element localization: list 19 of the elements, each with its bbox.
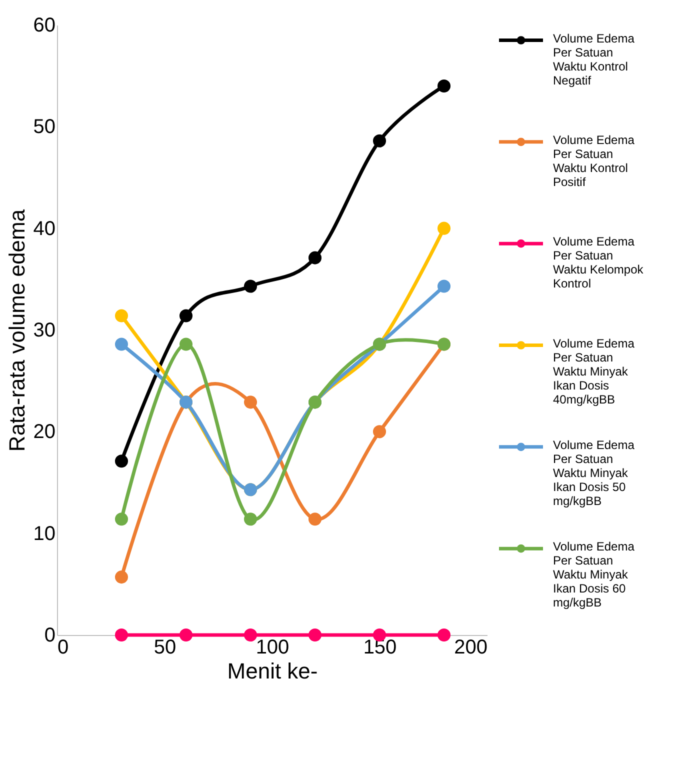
x-tick-label: 150	[363, 636, 397, 658]
y-tick-label: 10	[33, 522, 56, 545]
y-axis-title: Rata-rata volume edema	[4, 208, 30, 452]
legend-label: Volume Edema Per Satuan Waktu Kelompok Kontrol	[553, 234, 644, 291]
x-axis-title: Menit ke-	[227, 658, 318, 684]
x-tick-label: 0	[58, 636, 69, 658]
x-tick-label: 200	[454, 636, 488, 658]
legend-label: Volume Edema Per Satuan Waktu Minyak Ikan Dosis 50 mg/kgBB	[553, 438, 635, 508]
y-tick-label: 60	[33, 14, 56, 36]
x-tick-label: 50	[154, 636, 176, 658]
legend-label: Volume Edema Per Satuan Waktu Minyak Ikan Dosis 40mg/kgBB	[553, 336, 635, 406]
x-tick-label: 100	[256, 636, 290, 658]
y-tick-label: 40	[33, 218, 56, 240]
y-tick-label: 20	[33, 421, 56, 444]
legend-label: Volume Edema Per Satuan Waktu Kontrol Positif	[553, 132, 635, 189]
legend-label: Volume Edema Per Satuan Waktu Minyak Ikan Dosis 60 mg/kgBB	[553, 540, 635, 610]
y-tick-label: 30	[33, 320, 56, 342]
y-tick-label: 50	[33, 116, 56, 138]
legend-label: Volume Edema Per Satuan Waktu Kontrol Negatif	[553, 31, 635, 88]
